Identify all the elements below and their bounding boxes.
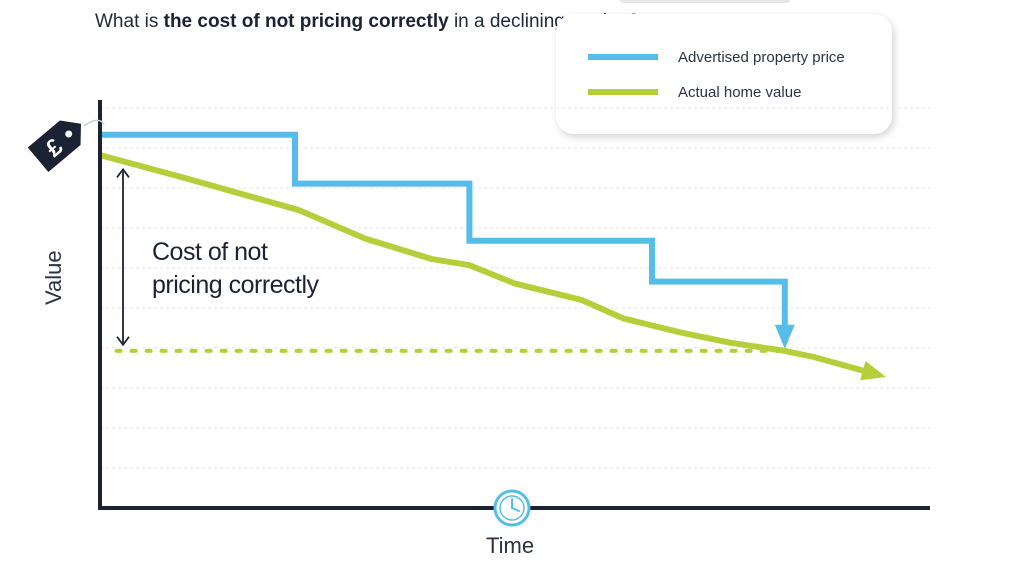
legend-label-advertised: Advertised property price <box>678 48 845 66</box>
y-axis-label: Value <box>41 250 66 305</box>
cost-double-arrow-bottom <box>116 336 130 347</box>
pound-price-tag-icon: £ <box>27 119 105 172</box>
cost-annotation: Cost of not pricing correctly <box>152 236 319 302</box>
series-advertised-arrowhead <box>774 324 795 349</box>
clock-icon <box>493 489 531 527</box>
cost-annotation-line2: pricing correctly <box>152 271 319 299</box>
legend-swatch-advertised <box>588 54 658 60</box>
series-actual-arrowhead <box>860 361 886 381</box>
legend-label-actual: Actual home value <box>678 83 802 101</box>
grid <box>100 107 930 469</box>
top-decoration <box>620 0 790 3</box>
annotation-layer <box>114 167 779 353</box>
title-bold: the cost of not pricing correctly <box>163 11 449 32</box>
legend: Advertised property price Actual home va… <box>556 14 892 134</box>
x-axis-label: Time <box>486 533 535 558</box>
axes <box>98 100 930 510</box>
series-advertised-line <box>100 131 788 343</box>
cost-annotation-line1: Cost of not <box>152 238 268 266</box>
legend-item-advertised: Advertised property price <box>588 46 845 68</box>
legend-item-actual: Actual home value <box>588 81 801 103</box>
title-part1: What is <box>95 11 164 32</box>
legend-swatch-actual <box>588 89 658 95</box>
cost-double-arrow-top <box>116 167 130 178</box>
